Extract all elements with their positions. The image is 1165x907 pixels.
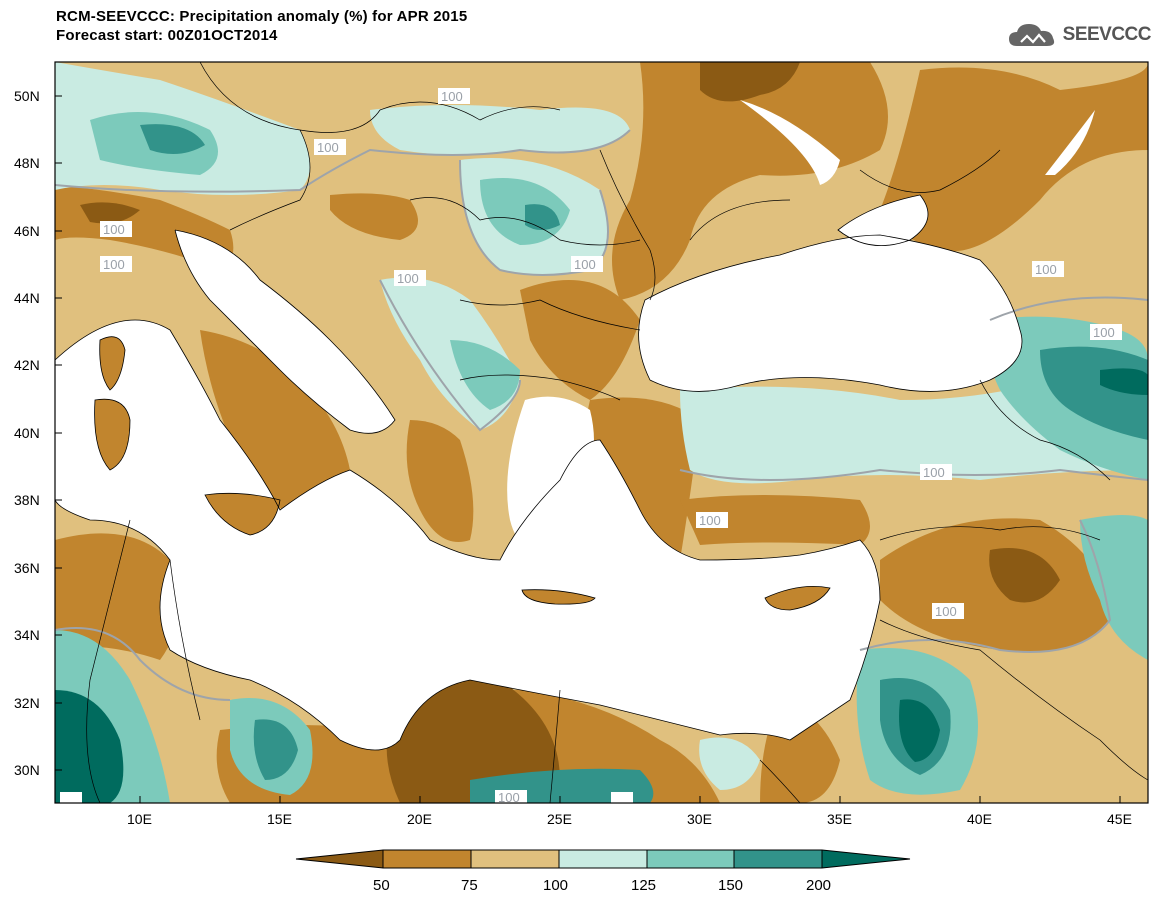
very-wet-romania: [525, 204, 560, 230]
crete: [522, 589, 595, 605]
anomaly-field: [55, 62, 1148, 803]
contour-label: 100: [103, 257, 125, 272]
lon-tick-label: 20E: [407, 811, 432, 827]
dry-zone-s-turkey: [680, 495, 870, 545]
sicily: [205, 493, 280, 535]
very-wet-libya-w: [253, 719, 298, 780]
cloud-logo-icon: [1008, 24, 1054, 46]
contour-label: 100: [397, 271, 419, 286]
contour-label: 100: [1093, 325, 1115, 340]
contour-label: 100: [441, 89, 463, 104]
lon-tick-label: 15E: [267, 811, 292, 827]
coastlines: [55, 194, 1023, 751]
dry-zone-bulgaria: [520, 280, 640, 400]
wet-zone-poland: [370, 105, 630, 155]
contour-label: 100: [935, 604, 957, 619]
nodata-patch: [60, 792, 82, 803]
colorbar: 50 75 100 125 150 200: [295, 849, 911, 894]
colorbar-segment: [734, 850, 822, 868]
colorbar-label: 100: [543, 877, 568, 894]
dry-zone-greece: [406, 420, 474, 542]
mediterranean-sea: [55, 320, 880, 750]
dry-zone-w-turkey: [586, 397, 700, 560]
sardinia: [94, 399, 130, 470]
lat-tick-label: 44N: [14, 290, 40, 306]
colorbar-label: 125: [631, 877, 656, 894]
forecast-start: Forecast start: 00Z01OCT2014: [56, 27, 278, 44]
very-dry-north: [700, 62, 800, 102]
colorbar-segment: [383, 850, 471, 868]
colorbar-label: 200: [806, 877, 831, 894]
colorbar-segment: [296, 850, 383, 868]
cyprus: [765, 586, 830, 610]
extreme-wet-jordan: [899, 699, 940, 762]
wet-zone-balkans-core: [450, 340, 520, 410]
dry-zone-italy: [200, 330, 350, 520]
lat-tick-label: 46N: [14, 223, 40, 239]
very-dry-alps: [80, 202, 140, 224]
contour-label: 100: [498, 790, 520, 805]
black-sea: [638, 235, 1022, 392]
dry-zone-russia: [880, 62, 1148, 252]
lat-tick-label: 42N: [14, 357, 40, 373]
lat-tick-label: 38N: [14, 492, 40, 508]
lon-tick-label: 25E: [547, 811, 572, 827]
very-dry-syria: [989, 548, 1060, 603]
colorbar-label: 50: [373, 877, 390, 894]
sea-of-azov: [838, 195, 928, 246]
lat-tick-label: 40N: [14, 425, 40, 441]
colorbar-label: 75: [461, 877, 478, 894]
lat-tick-label: 36N: [14, 560, 40, 576]
logo-text: SEEVCCC: [1062, 24, 1152, 45]
river-streak: [740, 100, 840, 185]
contour-label: 100: [699, 513, 721, 528]
colorbar-segment: [559, 850, 647, 868]
contour-100-lines: [55, 129, 1148, 701]
lon-tick-label: 30E: [687, 811, 712, 827]
wet-zone-nile: [699, 737, 760, 790]
contour-label: 100: [103, 222, 125, 237]
very-dry-libya: [386, 678, 560, 803]
colorbar-label: 150: [718, 877, 743, 894]
wet-zone-iran: [1080, 515, 1148, 660]
contour-label: 100: [317, 140, 339, 155]
adriatic-sea: [175, 230, 395, 434]
contour-label: 100: [1035, 262, 1057, 277]
contour-label: 100: [923, 465, 945, 480]
extreme-wet-caucasus: [1100, 368, 1148, 395]
colorbar-segment: [647, 850, 734, 868]
lon-tick-label: 10E: [127, 811, 152, 827]
lat-tick-label: 50N: [14, 88, 40, 104]
map-title: RCM-SEEVCCC: Precipitation anomaly (%) f…: [56, 8, 468, 25]
very-wet-germany: [140, 124, 205, 154]
country-borders: [86, 62, 1148, 803]
lon-tick-label: 45E: [1107, 811, 1132, 827]
colorbar-segment: [471, 850, 559, 868]
nodata-patch: [611, 792, 633, 803]
lat-tick-label: 48N: [14, 155, 40, 171]
lat-tick-label: 30N: [14, 762, 40, 778]
extreme-wet-algeria: [55, 690, 124, 803]
seevccc-logo: SEEVCCC: [1007, 20, 1152, 50]
dry-zone-ukraine: [612, 62, 888, 300]
longitude-axis: 10E 15E 20E 25E 30E 35E 40E 45E: [127, 796, 1132, 827]
lat-tick-label: 32N: [14, 695, 40, 711]
dry-zone-hungary: [330, 193, 418, 240]
colorbar-segment: [822, 850, 910, 868]
latitude-axis: 50N 48N 46N 44N 42N 40N 38N 36N 34N 32N …: [14, 88, 62, 778]
contour-label: 100: [574, 257, 596, 272]
lat-tick-label: 34N: [14, 627, 40, 643]
contour-labels: 100 100 100 100 100 100 100 100 100 100 …: [100, 88, 1122, 805]
lon-tick-label: 40E: [967, 811, 992, 827]
aegean-sea: [507, 396, 594, 560]
lon-tick-label: 35E: [827, 811, 852, 827]
